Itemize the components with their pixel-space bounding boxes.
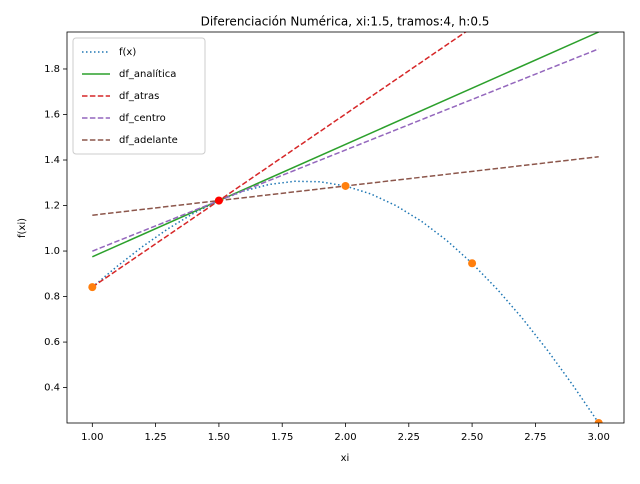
chart-title: Diferenciación Numérica, xi:1.5, tramos:… [201,15,490,29]
series-line [92,32,599,258]
y-tick-label: 0.6 [44,337,60,348]
x-tick-label: 1.50 [208,432,230,443]
x-tick-label: 1.25 [144,432,166,443]
x-tick-label: 2.25 [398,432,420,443]
plot-area [88,32,603,423]
legend-label: df_centro [119,113,166,124]
y-axis-label: f(xi) [17,218,28,238]
legend-label: df_adelante [119,135,178,146]
y-tick-label: 1.6 [44,109,60,120]
x-tick-label: 2.50 [461,432,483,443]
x-tick-label: 2.75 [524,432,546,443]
y-tick-label: 1.4 [44,155,60,166]
y-tick-label: 1.8 [44,64,60,75]
x-tick-label: 3.00 [588,432,610,443]
point [88,283,97,292]
legend-label: f(x) [119,47,136,58]
legend-label: df_analítica [119,68,176,80]
y-tick-label: 0.4 [44,383,60,394]
point [594,419,603,423]
x-tick-label: 2.00 [334,432,356,443]
legend-box [72,37,206,155]
x-tick-label: 1.00 [81,432,103,443]
point [468,259,477,268]
y-tick-label: 1.0 [44,246,60,257]
x-tick-label: 1.75 [271,432,293,443]
x-axis-label: xi [341,453,350,464]
point [341,181,350,190]
y-tick-label: 0.8 [44,292,60,303]
series-line [92,48,599,252]
legend-label: df_atras [119,91,159,102]
y-tick-label: 1.2 [44,201,60,212]
point [214,196,223,205]
